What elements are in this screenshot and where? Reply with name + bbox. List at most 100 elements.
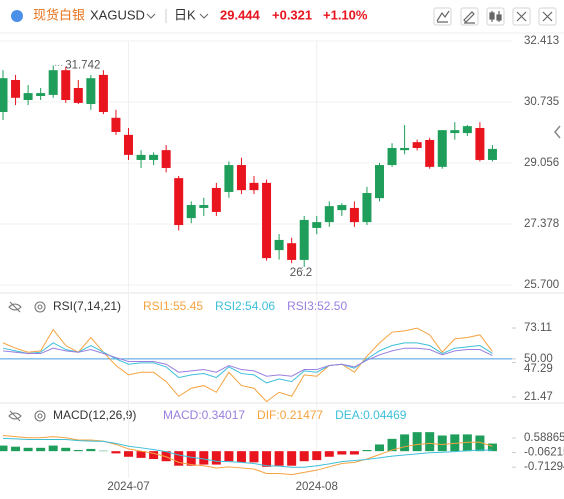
macd-bar: [174, 451, 184, 466]
y-tick-label: 47.29: [524, 363, 553, 375]
candle-body: [475, 127, 485, 160]
macd-bar: [262, 451, 272, 467]
period[interactable]: 日K: [174, 7, 196, 22]
macd-bar: [337, 451, 347, 455]
candle-body: [149, 154, 159, 160]
macd-bar: [61, 447, 71, 452]
x-tick-label: 2024-07: [107, 481, 149, 493]
candle-icon: [489, 12, 495, 20]
legend-entry: DEA:0.04469: [335, 408, 407, 422]
macd-bar: [73, 450, 83, 452]
macd-bar: [249, 451, 259, 463]
y-tick-label: 27.378: [524, 218, 559, 230]
change: +0.321: [272, 7, 312, 22]
macd-bar: [211, 451, 221, 465]
macd-bar: [299, 451, 309, 462]
symbol-icon: [11, 10, 23, 22]
candle-body: [387, 147, 397, 166]
indicator-line: [2, 347, 493, 377]
candle-body: [136, 154, 146, 160]
candle-body: [186, 205, 196, 219]
settings-icon[interactable]: [34, 301, 46, 313]
indicator-line: [2, 327, 493, 403]
y-tick-label: 32.413: [524, 35, 559, 47]
macd-bar: [224, 451, 234, 462]
candle-body: [249, 182, 259, 191]
tool-button[interactable]: [538, 7, 557, 26]
dropdown-chevron[interactable]: [199, 13, 209, 19]
macd-bar: [475, 435, 485, 452]
candle-body: [425, 139, 435, 167]
macd-bar: [274, 451, 284, 466]
legend-entry: DIF:0.21477: [257, 408, 323, 422]
hide-icon[interactable]: [8, 410, 22, 422]
candle-body: [211, 187, 221, 212]
macd-bar: [375, 444, 384, 452]
macd-bar: [86, 448, 96, 452]
candle-body: [224, 165, 234, 192]
candle-body: [36, 93, 46, 96]
macd-bar: [23, 447, 33, 452]
candle-body: [124, 134, 133, 155]
close-icon: [542, 11, 553, 22]
macd-bar: [0, 445, 8, 452]
y-tick-label: 50.00: [524, 353, 553, 365]
candle-body: [337, 205, 347, 211]
macd-bar: [149, 451, 159, 459]
candle-body: [400, 147, 410, 151]
candle-body: [111, 117, 121, 132]
candle-body: [487, 148, 497, 160]
macd-bar: [437, 435, 447, 452]
candle-body: [11, 80, 21, 98]
hide-icon[interactable]: [8, 301, 22, 313]
macd-bar: [324, 451, 334, 457]
macd-bar: [236, 451, 246, 463]
candle-body: [86, 78, 96, 104]
candle-body: [199, 205, 209, 208]
macd-bar: [487, 443, 497, 452]
instrument-name[interactable]: 现货白银: [33, 7, 85, 22]
collapse-arrow[interactable]: [554, 125, 561, 139]
change-pct: +1.10%: [323, 7, 368, 22]
macd-bar: [462, 434, 472, 452]
macd-bar: [362, 450, 372, 452]
macd-bar: [450, 434, 460, 452]
macd-bar: [199, 451, 209, 465]
macd-bar: [36, 447, 46, 452]
price: 29.444: [220, 7, 261, 22]
tool-button[interactable]: [512, 7, 531, 26]
candle-icon: [496, 14, 502, 21]
candle-body: [462, 126, 472, 134]
candle-body: [73, 87, 83, 103]
macd-bar: [124, 451, 133, 457]
legend-entry: RSI1:55.45: [143, 299, 203, 313]
instrument-symbol[interactable]: XAGUSD: [90, 7, 145, 22]
indicator-line: [2, 342, 493, 384]
indicator-line: [2, 437, 493, 468]
macd-bar: [312, 451, 322, 461]
settings-icon[interactable]: [34, 410, 46, 422]
candle-body: [161, 150, 171, 168]
tool-button[interactable]: [486, 7, 505, 26]
macd-bar: [48, 445, 58, 452]
y-tick-label: 29.056: [524, 157, 559, 169]
candle-body: [262, 182, 272, 259]
low-annotation: 26.2: [290, 267, 312, 279]
expand-icon: [516, 11, 527, 22]
candle-body: [236, 165, 246, 191]
macd-bar: [161, 451, 171, 462]
macd-bar: [136, 451, 146, 458]
candle-body: [362, 193, 372, 223]
legend-entry: RSI2:54.06: [215, 299, 275, 313]
dropdown-chevron[interactable]: [146, 13, 156, 19]
candle-body: [412, 142, 422, 148]
candle-body: [274, 239, 284, 251]
candle-body: [450, 130, 460, 134]
candle-body: [23, 93, 33, 100]
y-tick-label: 25.700: [524, 279, 559, 291]
tool-button[interactable]: [460, 7, 479, 26]
macd-bar: [111, 451, 121, 454]
tool-button[interactable]: [433, 7, 452, 26]
high-annotation: 31.742: [65, 59, 100, 71]
candle-body: [48, 70, 58, 95]
